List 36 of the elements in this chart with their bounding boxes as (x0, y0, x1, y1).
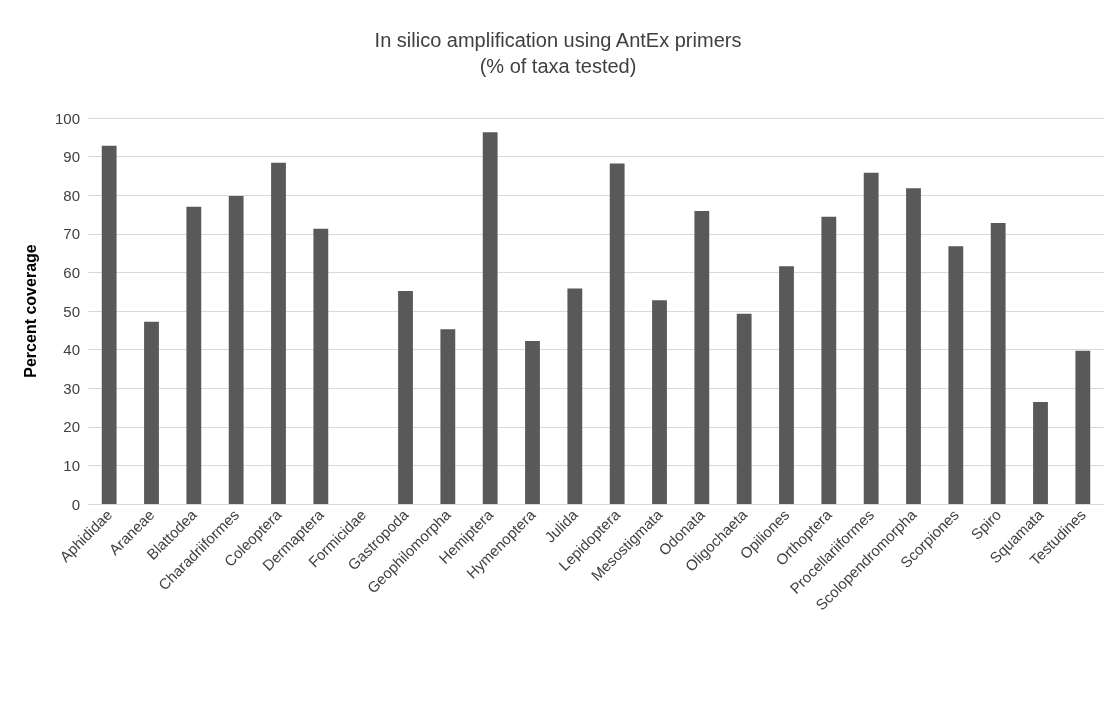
bar (948, 246, 964, 504)
bar (736, 313, 752, 504)
y-tick-label: 40 (63, 341, 80, 359)
y-axis-title: Percent coverage (21, 244, 39, 378)
bar (482, 132, 498, 504)
bar (863, 172, 879, 504)
bar (1075, 350, 1091, 504)
bar (694, 211, 710, 504)
y-tick-label: 100 (54, 109, 80, 127)
bar (101, 145, 117, 504)
bar (906, 188, 921, 504)
y-tick-label: 0 (71, 495, 80, 513)
bar (779, 266, 794, 504)
y-tick-label: 90 (63, 148, 80, 166)
bar (609, 163, 625, 504)
y-tick-label: 70 (63, 225, 80, 243)
y-tick-label: 30 (63, 379, 80, 397)
bar (567, 288, 583, 504)
y-tick-label: 80 (63, 186, 80, 204)
bar (313, 228, 329, 504)
bar (271, 162, 286, 504)
bar (1033, 402, 1048, 504)
y-tick-label: 60 (63, 263, 80, 281)
bar (440, 329, 456, 504)
y-tick-label: 10 (63, 456, 80, 474)
bar (821, 216, 837, 504)
bar (990, 222, 1006, 504)
y-tick-label: 50 (63, 302, 80, 320)
bar (186, 206, 202, 504)
bar (525, 341, 540, 504)
bar (398, 290, 413, 504)
y-tick-label: 20 (63, 418, 80, 436)
bar (144, 321, 159, 504)
bar (652, 300, 667, 504)
bar (228, 195, 244, 504)
chart-title: In silico amplification using AntEx primers (% of taxa tested) (374, 29, 742, 77)
